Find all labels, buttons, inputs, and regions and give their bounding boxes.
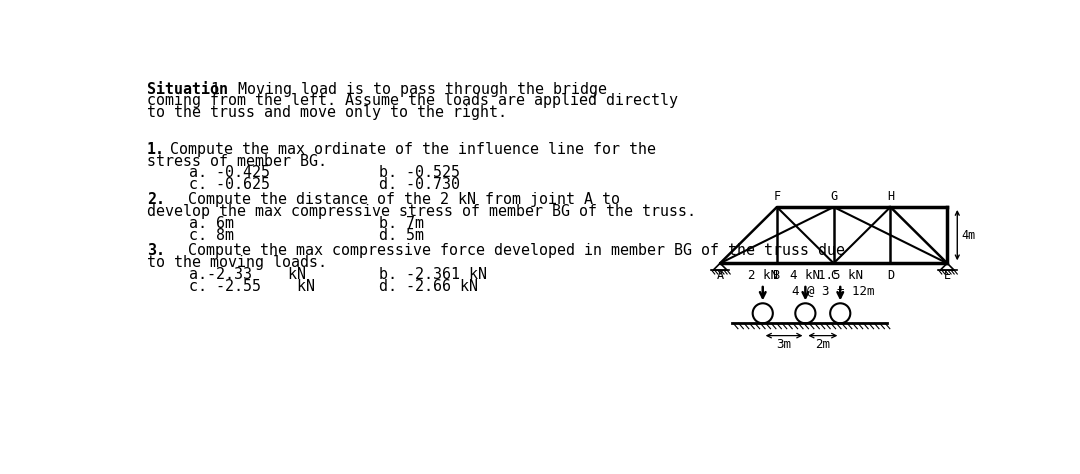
Text: Situation: Situation — [147, 82, 228, 97]
Text: H: H — [887, 190, 894, 203]
Text: coming from the left. Assume the loads are applied directly: coming from the left. Assume the loads a… — [147, 93, 677, 109]
Text: 4 kN: 4 kN — [791, 269, 821, 282]
Text: b. -0.525: b. -0.525 — [379, 165, 460, 181]
Text: G: G — [831, 190, 837, 203]
Text: c. -2.55    kN: c. -2.55 kN — [189, 279, 315, 294]
Text: Compute the max ordinate of the influence line for the: Compute the max ordinate of the influenc… — [161, 142, 656, 156]
Text: Compute the max compressive force developed in member BG of the truss due: Compute the max compressive force develo… — [161, 243, 845, 258]
Text: 4m: 4m — [961, 228, 975, 242]
Text: a.-2.33    kN: a.-2.33 kN — [189, 267, 307, 282]
Text: 1.5 kN: 1.5 kN — [818, 269, 863, 282]
Text: C: C — [831, 269, 837, 282]
Text: A: A — [716, 269, 724, 282]
Text: to the moving loads.: to the moving loads. — [147, 255, 326, 270]
Text: 2 kN: 2 kN — [747, 269, 778, 282]
Text: 2m: 2m — [815, 338, 831, 351]
Text: F: F — [773, 190, 781, 203]
Text: a. -0.425: a. -0.425 — [189, 165, 270, 181]
Text: B: B — [773, 269, 781, 282]
Text: 2.: 2. — [147, 192, 164, 208]
Text: a. 6m: a. 6m — [189, 216, 234, 231]
Text: b. -2.361 kN: b. -2.361 kN — [379, 267, 487, 282]
Text: Compute the distance of the 2 kN from joint A to: Compute the distance of the 2 kN from jo… — [161, 192, 620, 208]
Text: develop the max compressive stress of member BG of the truss.: develop the max compressive stress of me… — [147, 204, 696, 219]
Text: E: E — [944, 269, 950, 282]
Text: 4 @ 3 = 12m: 4 @ 3 = 12m — [793, 284, 875, 297]
Text: d. 5m: d. 5m — [379, 228, 424, 243]
Text: D: D — [887, 269, 894, 282]
Text: 3.: 3. — [147, 243, 164, 258]
Text: c. 8m: c. 8m — [189, 228, 234, 243]
Text: c. -0.625: c. -0.625 — [189, 177, 270, 192]
Text: 3m: 3m — [777, 338, 792, 351]
Text: stress of member BG.: stress of member BG. — [147, 154, 326, 169]
Text: b. 7m: b. 7m — [379, 216, 424, 231]
Text: 1  Moving load is to pass through the bridge: 1 Moving load is to pass through the bri… — [202, 82, 607, 97]
Text: d. -0.730: d. -0.730 — [379, 177, 460, 192]
Text: to the truss and move only to the right.: to the truss and move only to the right. — [147, 105, 507, 120]
Text: 1.: 1. — [147, 142, 164, 156]
Text: d. -2.66 kN: d. -2.66 kN — [379, 279, 478, 294]
